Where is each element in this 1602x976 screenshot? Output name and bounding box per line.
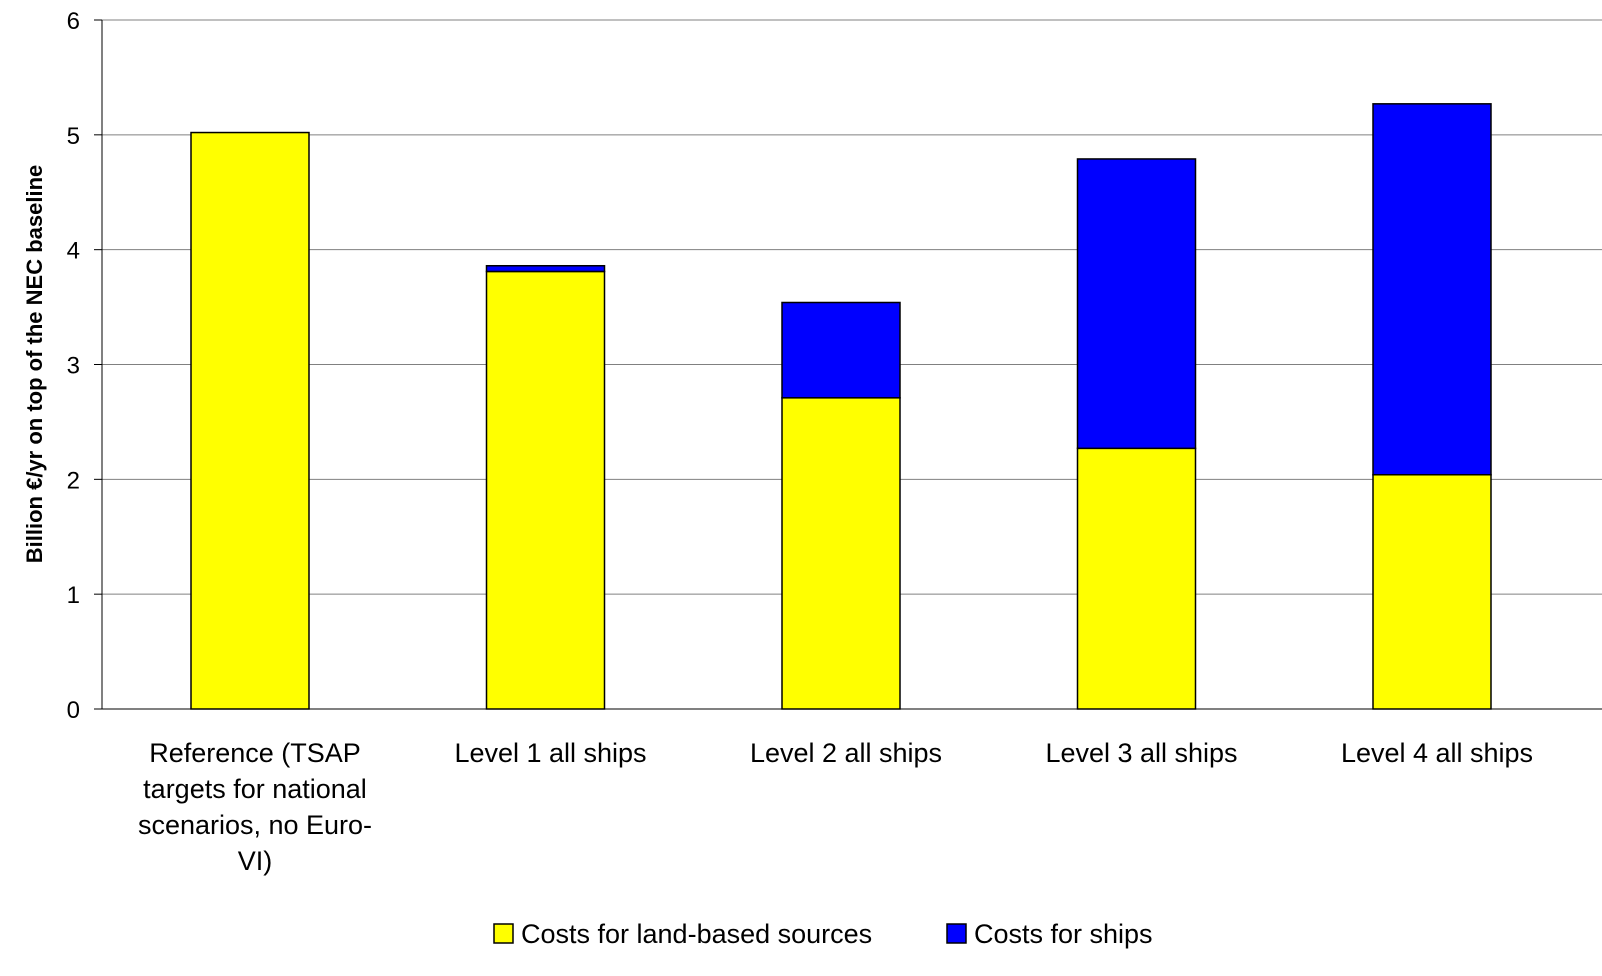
x-tick-labels: Reference (TSAP targets for national scena… <box>138 738 1533 876</box>
y-tick-label: 2 <box>67 467 80 494</box>
y-tick-label: 1 <box>67 582 80 609</box>
bar-segment <box>1372 473 1492 710</box>
x-tick-label: Level 1 all ships <box>454 738 646 768</box>
x-tick-label: targets for national <box>143 774 367 804</box>
y-tick-label: 5 <box>67 123 80 150</box>
bars <box>190 103 1492 710</box>
bar-segment <box>781 397 901 710</box>
bar-segment <box>1076 447 1197 710</box>
x-tick-label: Reference (TSAP <box>149 738 361 768</box>
x-tick-label: Level 4 all ships <box>1341 738 1533 768</box>
bar-segment <box>485 264 606 273</box>
y-tick-label: 4 <box>67 238 80 265</box>
legend-label: Costs for land-based sources <box>521 919 872 949</box>
bar-segment <box>190 131 310 710</box>
legend-swatch <box>946 923 967 944</box>
bar-segment <box>781 301 901 399</box>
y-tick-label: 3 <box>67 353 80 380</box>
bar-segment <box>1076 158 1197 450</box>
x-tick-label: VI) <box>238 846 273 876</box>
legend-label: Costs for ships <box>974 919 1153 949</box>
bar-segment <box>1372 103 1492 476</box>
x-tick-label: Level 2 all ships <box>750 738 942 768</box>
legend: Costs for land-based sources Costs for sh… <box>493 919 1153 949</box>
y-tick-label: 6 <box>67 8 80 35</box>
x-tick-label: Level 3 all ships <box>1045 738 1237 768</box>
y-tick-label: 0 <box>67 697 80 724</box>
legend-swatch <box>493 923 514 944</box>
bar-segment <box>485 270 606 710</box>
y-axis-label: Billion €/yr on top of the NEC baseline <box>22 165 47 563</box>
y-tick-labels: 0 1 2 3 4 5 6 <box>67 8 102 724</box>
x-tick-label: scenarios, no Euro- <box>138 810 372 840</box>
